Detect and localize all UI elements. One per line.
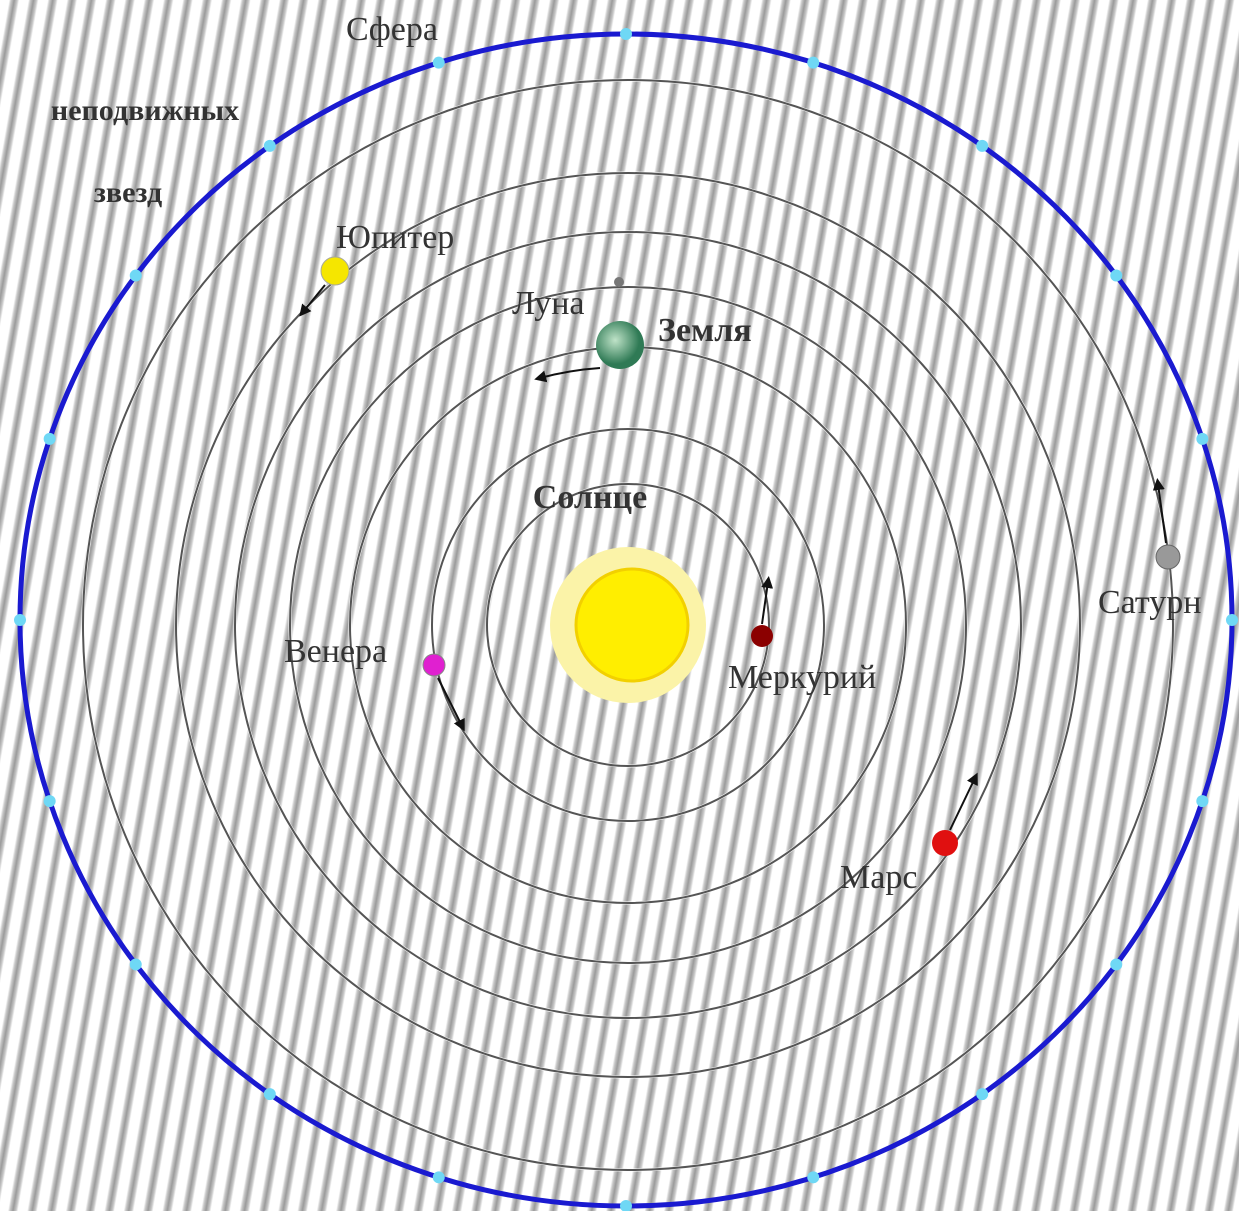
star [1226,614,1238,626]
star [620,1200,632,1211]
star [43,795,56,808]
sun [574,567,690,683]
arrow [949,772,978,831]
mars [932,830,958,856]
orbit [234,231,1022,1019]
mercury-label: Меркурий [728,659,876,696]
arrow [761,576,774,625]
star [263,139,276,152]
mercury [751,625,773,647]
arrow [534,367,601,383]
saturn-label: Сатурн [1098,584,1202,621]
orbit [486,483,770,767]
star [263,1088,276,1101]
jupiter-label: Юпитер [336,219,454,256]
orbits [81,78,1175,1172]
arrow [437,677,465,732]
orbit [82,79,1174,1171]
star [1196,432,1209,445]
sun-label: Солнце [533,479,647,516]
star [1110,958,1123,971]
star [1110,269,1123,282]
moon-label: Луна [512,285,585,322]
star [432,56,445,69]
star [807,56,820,69]
star [976,1088,989,1101]
orbit [431,428,825,822]
stars [14,28,1238,1211]
star [1196,795,1209,808]
sphere-label: Сфера [346,11,438,48]
star [129,958,142,971]
star [807,1171,820,1184]
star [43,432,56,445]
arrow [1152,478,1167,544]
star [620,28,632,40]
mars-label: Марс [840,859,917,896]
star [976,139,989,152]
orbit [175,172,1081,1078]
star [432,1171,445,1184]
star [14,614,26,626]
moon [614,277,624,287]
jupiter [320,256,350,286]
sphere-label: неподвижных [51,94,239,127]
earth-label: Земля [658,312,752,349]
saturn [1155,544,1181,570]
venus-label: Венера [284,633,387,670]
arrow [299,284,326,317]
sphere-label: звезд [94,176,162,209]
orbit [289,286,967,964]
earth [596,321,644,369]
venus [422,653,446,677]
star [129,269,142,282]
